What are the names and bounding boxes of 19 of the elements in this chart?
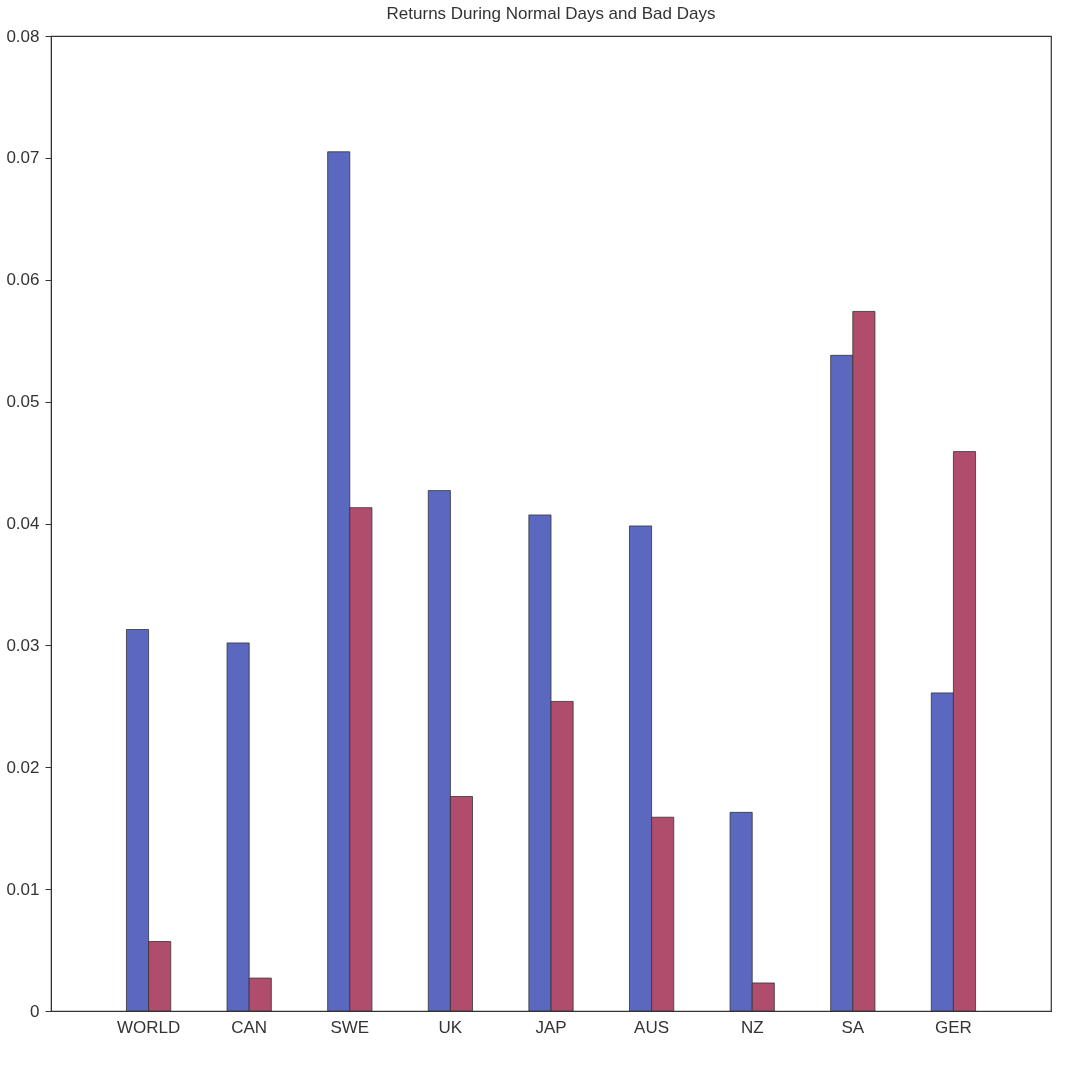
x-tick-label: WORLD	[116, 1017, 181, 1037]
x-tick-label: SA	[841, 1017, 865, 1037]
x-tick-label: JAP	[535, 1017, 567, 1037]
y-tick-label: 0.04	[6, 514, 40, 533]
y-tick-label: 0.07	[6, 148, 40, 168]
x-tick-label: CAN	[231, 1017, 268, 1037]
x-tick-label: UK	[438, 1017, 463, 1037]
y-tick-label: 0.03	[6, 635, 40, 655]
chart-title: Returns During Normal Days and Bad Days	[386, 4, 716, 23]
y-tick-label: 0.06	[6, 270, 40, 290]
y-tick-label: 0.05	[6, 392, 40, 412]
x-tick-label: AUS	[634, 1017, 670, 1037]
y-tick-label: 0.02	[6, 757, 40, 777]
x-tick-label: SWE	[330, 1017, 370, 1037]
x-tick-label: GER	[934, 1017, 972, 1037]
x-tick-label: NZ	[740, 1017, 764, 1037]
y-tick-label: 0	[30, 1001, 40, 1021]
y-tick-label: 0.01	[6, 879, 40, 899]
y-tick-label: 0.08	[6, 26, 40, 46]
